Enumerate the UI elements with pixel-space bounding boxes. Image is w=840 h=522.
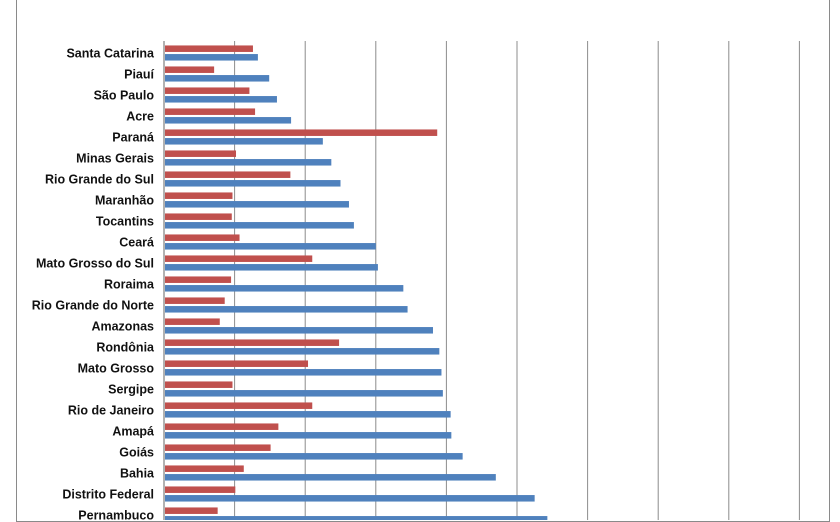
category-label: Amapá	[112, 425, 154, 439]
category-label: Rio de Janeiro	[68, 404, 154, 418]
category-label: Rio Grande do Sul	[45, 173, 154, 187]
red-bar	[165, 108, 256, 115]
category-label: Goiás	[119, 446, 154, 460]
red-bar	[165, 129, 438, 136]
red-bar	[165, 234, 240, 241]
category-label: Acre	[126, 110, 154, 124]
red-bar	[165, 213, 232, 220]
category-label: Tocantins	[96, 215, 154, 229]
red-bar	[165, 507, 218, 514]
blue-bar	[165, 432, 452, 439]
red-bar	[165, 297, 225, 304]
red-bar	[165, 276, 232, 283]
red-bar	[165, 87, 250, 94]
red-bar	[165, 171, 291, 178]
blue-bar	[165, 222, 354, 229]
category-label: Mato Grosso do Sul	[36, 257, 154, 271]
red-bar	[165, 339, 340, 346]
blue-bar	[165, 453, 463, 460]
category-label: Rio Grande do Norte	[32, 299, 154, 313]
red-bar	[165, 150, 237, 157]
blue-bar	[165, 348, 440, 355]
blue-bar	[165, 474, 496, 481]
red-bar	[165, 360, 309, 367]
blue-bar	[165, 390, 443, 397]
category-label: São Paulo	[94, 89, 155, 103]
blue-bar	[165, 243, 376, 250]
blue-bar	[165, 306, 408, 313]
category-label: Sergipe	[108, 383, 154, 397]
blue-bar	[165, 411, 451, 418]
red-bar	[165, 444, 271, 451]
blue-bar	[165, 75, 270, 82]
red-bar	[165, 423, 279, 430]
category-label: Amazonas	[91, 320, 154, 334]
red-bar	[165, 318, 220, 325]
category-label: Roraima	[104, 278, 155, 292]
blue-bar	[165, 159, 332, 166]
category-label: Maranhão	[95, 194, 154, 208]
blue-bar	[165, 180, 341, 187]
blue-bar	[165, 54, 258, 61]
category-label: Minas Gerais	[76, 152, 154, 166]
red-bar	[165, 45, 253, 52]
category-label: Mato Grosso	[78, 362, 155, 376]
category-label: Distrito Federal	[62, 488, 154, 502]
red-bar	[165, 66, 215, 73]
blue-bar	[165, 369, 442, 376]
blue-bar	[165, 138, 323, 145]
category-label: Ceará	[119, 236, 154, 250]
red-bar	[165, 381, 233, 388]
category-label: Paraná	[112, 131, 154, 145]
red-bar	[165, 255, 313, 262]
blue-bar	[165, 96, 277, 103]
red-bar	[165, 192, 233, 199]
red-bar	[165, 486, 236, 493]
blue-bar	[165, 495, 535, 502]
blue-bar	[165, 327, 433, 334]
category-label: Pernambuco	[78, 509, 154, 521]
blue-bar	[165, 117, 292, 124]
category-label: Rondônia	[96, 341, 155, 355]
category-label: Bahia	[120, 467, 155, 481]
red-bar	[165, 465, 244, 472]
red-bar	[165, 402, 313, 409]
blue-bar	[165, 285, 404, 292]
bars	[165, 45, 548, 520]
blue-bar	[165, 264, 378, 271]
category-label: Piauí	[124, 68, 154, 82]
category-label: Santa Catarina	[66, 47, 155, 61]
blue-bar	[165, 516, 548, 520]
blue-bar	[165, 201, 349, 208]
category-labels: Santa Catarina Piauí São Paulo Acre Paraná Mi…	[32, 47, 155, 521]
